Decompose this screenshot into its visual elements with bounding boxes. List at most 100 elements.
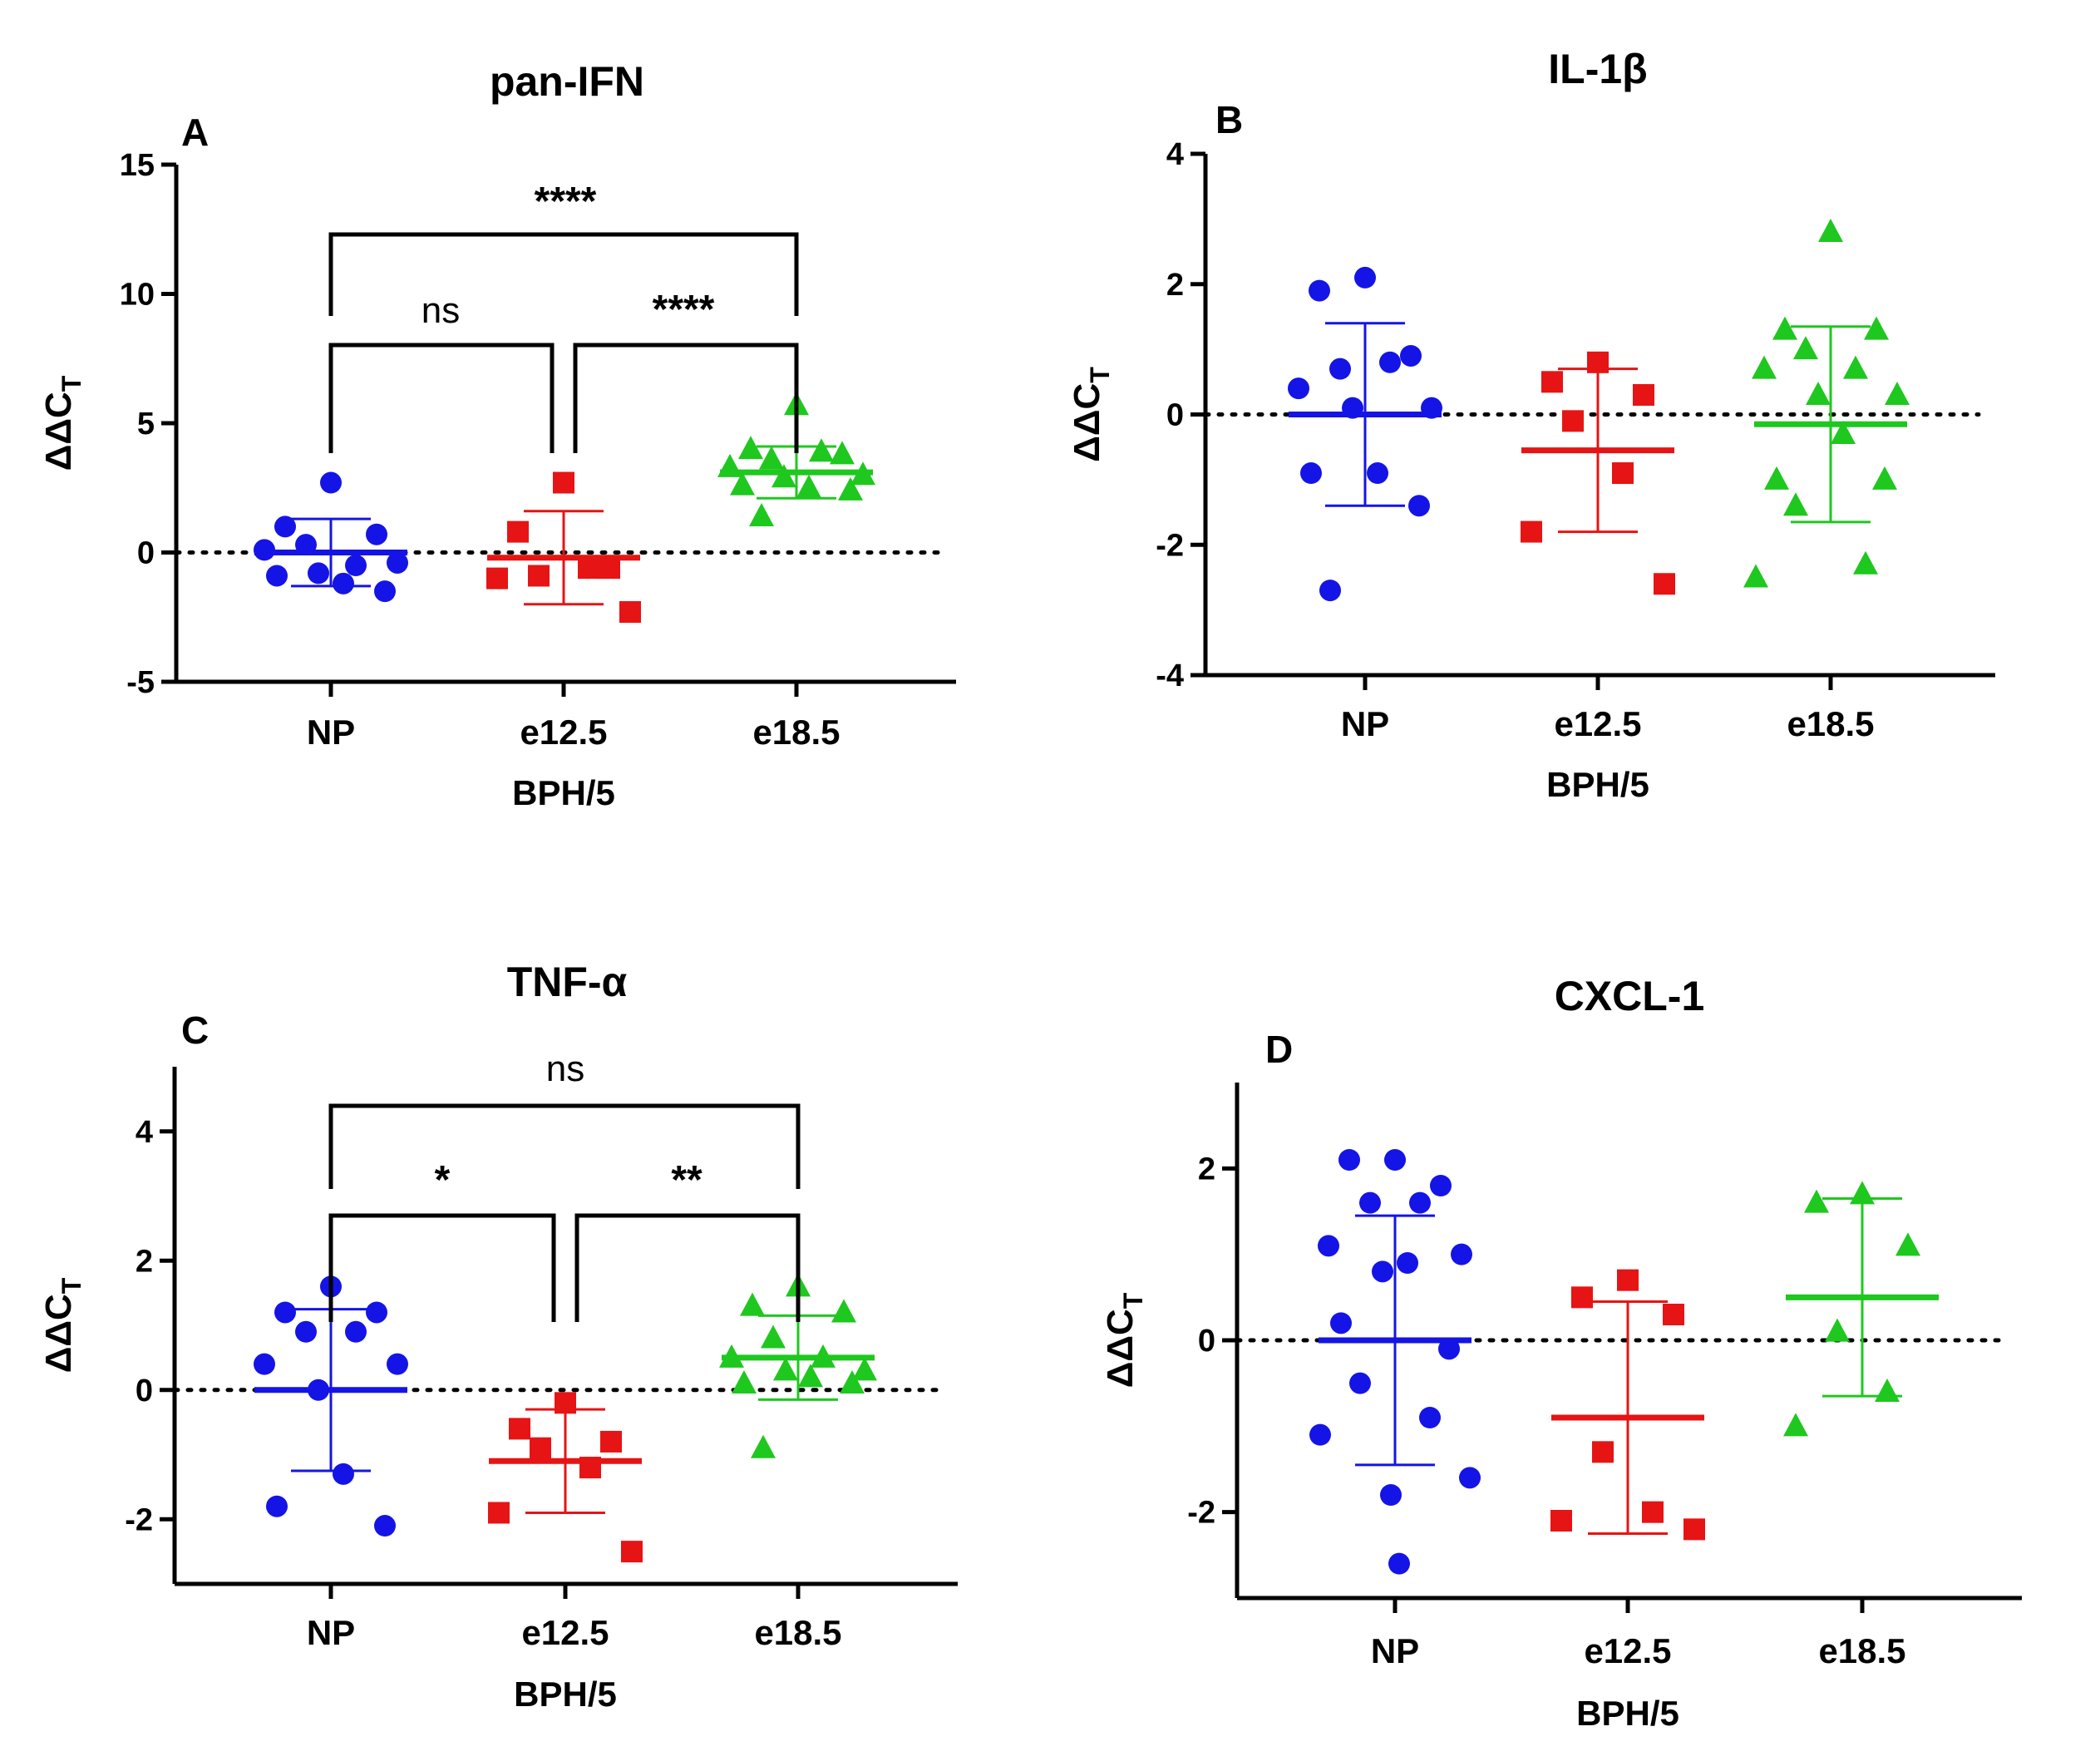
data-point: [1367, 462, 1388, 485]
data-point: [1438, 1338, 1460, 1360]
data-point: [830, 441, 855, 465]
y-tick-label: -4: [1156, 659, 1184, 693]
bracket-line: [328, 232, 799, 316]
data-point: [266, 1495, 288, 1517]
data-point: [1633, 383, 1654, 406]
data-point: [1408, 495, 1430, 517]
data-point: [1397, 1252, 1418, 1274]
y-axis-label-subscript: T: [57, 375, 86, 392]
series-e12-5: [1550, 1269, 1705, 1541]
y-tick-label: 0: [136, 1374, 153, 1408]
data-point: [266, 565, 288, 587]
data-point: [1400, 344, 1422, 367]
x-tick-label: NP: [1341, 704, 1389, 743]
significance-bracket: ****: [573, 288, 799, 453]
data-point: [738, 436, 763, 460]
data-point: [1309, 279, 1330, 302]
data-point: [1783, 1413, 1808, 1437]
series-np: [254, 471, 408, 603]
data-point: [333, 572, 354, 594]
data-point: [1419, 1407, 1441, 1428]
data-point: [1895, 1232, 1920, 1256]
panel-a: pan-IFN A -5 0 5 10 15 NP e12.5 e18.5 BPH/5 ΔΔCT ***…: [38, 58, 956, 812]
data-point: [1521, 520, 1542, 543]
data-point: [387, 1353, 408, 1375]
data-point: [1617, 1269, 1639, 1291]
data-point: [1430, 1175, 1452, 1196]
data-point: [1825, 1318, 1850, 1342]
data-point: [1875, 1379, 1900, 1402]
data-point: [761, 1324, 786, 1349]
x-tick-label: e18.5: [1818, 1631, 1905, 1670]
data-point: [730, 471, 755, 496]
x-tick-label: NP: [1371, 1631, 1419, 1670]
data-point: [749, 502, 774, 526]
significance-bracket: **: [574, 1158, 801, 1322]
data-point: [509, 1418, 530, 1440]
data-point: [1409, 1191, 1431, 1214]
x-axis-label: BPH/5: [1546, 765, 1649, 804]
y-axis-label: ΔΔCT: [38, 1277, 86, 1373]
data-point: [732, 1369, 757, 1394]
y-tick-label: 5: [137, 407, 155, 441]
data-point: [1379, 351, 1401, 373]
bracket-line: [328, 1213, 556, 1322]
data-point: [308, 562, 329, 585]
data-point: [1359, 1191, 1381, 1214]
y-axis-label: ΔΔCT: [1100, 1292, 1148, 1388]
y-tick-label: 4: [1166, 137, 1184, 172]
data-point: [1384, 1149, 1406, 1171]
panel-b: IL-1β B -4 -2 0 2 4 NP e12.5 e18.5 BPH/5 ΔΔCT: [1067, 46, 1995, 804]
data-point: [1550, 1510, 1572, 1532]
y-axis-label: ΔΔCT: [1067, 367, 1115, 462]
y-tick-label: 0: [1198, 1324, 1215, 1359]
significance-label: **: [671, 1158, 702, 1202]
data-point: [1806, 381, 1831, 405]
data-point: [1818, 219, 1843, 243]
panel-letter: C: [181, 1009, 209, 1052]
panel-d: CXCL-1 D -2 0 2 NP e12.5 e18.5 BPH/5 ΔΔCT: [1100, 973, 2022, 1733]
data-point: [1571, 1286, 1593, 1309]
data-point: [1683, 1518, 1705, 1541]
data-point: [1451, 1243, 1472, 1265]
data-point: [1843, 355, 1868, 379]
y-axis-label-subscript: T: [1118, 1292, 1148, 1309]
data-point: [553, 471, 574, 494]
x-tick-label: e12.5: [521, 1613, 609, 1652]
panel-letter: A: [181, 111, 209, 154]
data-point: [809, 438, 834, 462]
data-point: [1349, 1372, 1371, 1394]
y-axis-label-subscript: T: [57, 1277, 86, 1294]
data-point: [274, 1301, 296, 1324]
y-tick-label: 15: [120, 148, 155, 183]
x-axis-label: BPH/5: [512, 773, 615, 812]
y-tick-label: 0: [137, 536, 155, 571]
data-point: [740, 1292, 765, 1316]
data-point: [1288, 377, 1309, 400]
y-tick-label: 2: [1166, 268, 1184, 303]
significance-bracket: ns: [328, 1048, 801, 1189]
data-point: [374, 580, 396, 603]
chart-title: IL-1β: [1548, 46, 1647, 92]
y-tick-label: 4: [136, 1115, 153, 1150]
data-point: [1380, 1484, 1402, 1506]
data-point: [1612, 462, 1634, 485]
x-tick-label: e12.5: [520, 713, 607, 752]
y-axis-label-subscript: T: [1085, 367, 1115, 383]
series-np: [1309, 1149, 1481, 1575]
data-point: [1319, 580, 1341, 602]
data-point: [1541, 371, 1563, 393]
data-point: [1562, 410, 1584, 432]
data-point: [1330, 1312, 1352, 1334]
bracket-line: [328, 343, 555, 453]
x-tick-label: e18.5: [1787, 704, 1874, 743]
series-np: [254, 1275, 408, 1537]
x-tick-label: e12.5: [1554, 704, 1641, 743]
significance-label: *: [435, 1158, 451, 1202]
series-e18-5: [717, 392, 875, 526]
data-point: [1300, 462, 1322, 485]
data-point: [600, 1430, 622, 1453]
data-point: [366, 1301, 387, 1324]
y-axis-label-main: ΔΔC: [38, 1294, 79, 1373]
